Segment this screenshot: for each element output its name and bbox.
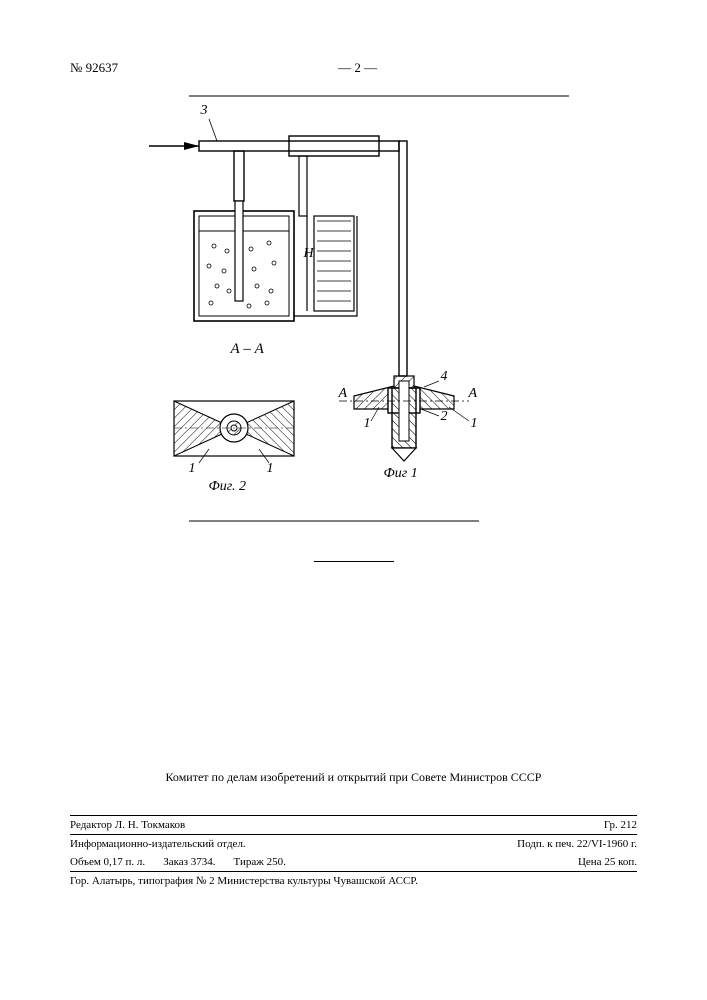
fig1-label: Фиг 1 (384, 466, 418, 482)
h-label: H (304, 246, 314, 262)
part-label-1a: 1 (364, 416, 371, 432)
section-A-right: А (469, 386, 478, 402)
technical-drawing (139, 91, 569, 531)
separator-rule (314, 561, 394, 562)
price-label: Цена 25 коп. (578, 856, 637, 868)
group-label: Гр. 212 (604, 819, 637, 831)
imprint-row-dept: Информационно-издательский отдел. Подп. … (70, 835, 637, 853)
order-label: Заказ 3734. (163, 856, 215, 868)
part-label-4: 4 (441, 369, 448, 385)
part-label-1d: 1 (267, 461, 274, 477)
fig2-label: Фиг. 2 (209, 479, 247, 495)
editor-label: Редактор Л. Н. Токмаков (70, 819, 185, 831)
page: № 92637 — 2 — (0, 0, 707, 1000)
imprint-row-typo: Гор. Алатырь, типография № 2 Министерств… (70, 872, 637, 890)
volume-label: Объем 0,17 п. л. (70, 856, 145, 868)
print-date: Подп. к печ. 22/VI-1960 г. (517, 838, 637, 850)
tirazh-label: Тираж 250. (234, 856, 286, 868)
imprint-row-vol: Объем 0,17 п. л. Заказ 3734. Тираж 250. … (70, 853, 637, 872)
part-label-2: 2 (441, 409, 448, 425)
figure-area: 3 H А – А А А 4 2 1 1 1 1 Фиг 1 Фиг. 2 (139, 91, 569, 531)
page-header: № 92637 — 2 — (70, 60, 637, 76)
footer-block: Комитет по делам изобретений и открытий … (70, 770, 637, 890)
imprint-table: Редактор Л. Н. Токмаков Гр. 212 Информац… (70, 815, 637, 890)
section-label: А – А (231, 341, 264, 358)
part-label-1c: 1 (189, 461, 196, 477)
imprint-row-editor: Редактор Л. Н. Токмаков Гр. 212 (70, 816, 637, 835)
doc-number: № 92637 (70, 60, 118, 76)
committee-line: Комитет по делам изобретений и открытий … (70, 770, 637, 785)
dept-label: Информационно-издательский отдел. (70, 838, 246, 850)
part-label-1b: 1 (471, 416, 478, 432)
page-marker: — 2 — (338, 60, 377, 76)
part-label-3: 3 (201, 103, 208, 119)
typography-line: Гор. Алатырь, типография № 2 Министерств… (70, 875, 418, 887)
section-A-left: А (339, 386, 348, 402)
